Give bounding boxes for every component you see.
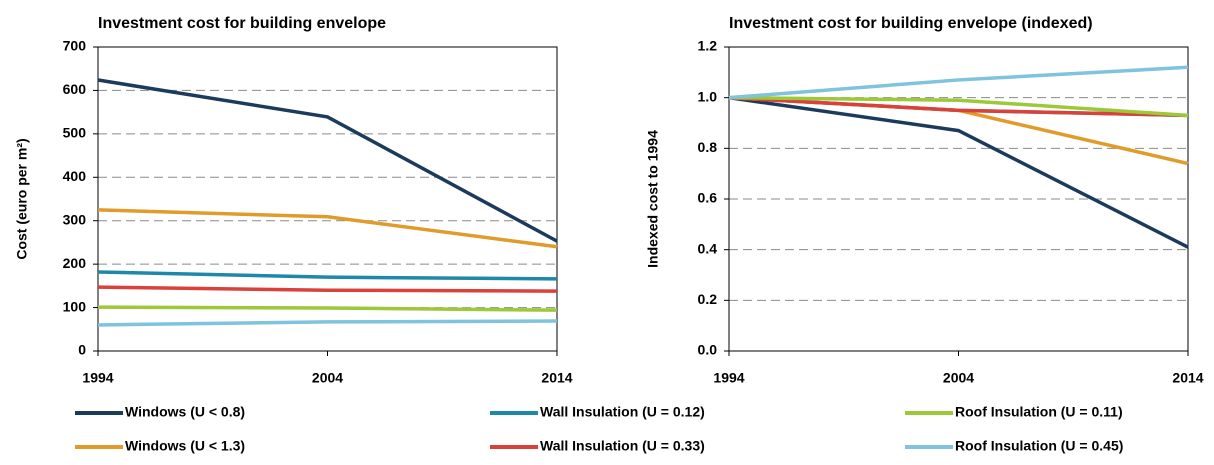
y-tick-label: 100	[63, 298, 87, 314]
series-line	[97, 319, 558, 327]
series-line	[97, 208, 558, 249]
legend-label: Windows (U < 1.3)	[125, 438, 245, 454]
y-tick-label: 0.6	[698, 190, 718, 206]
y-tick-label: 0.4	[698, 240, 718, 256]
y-tick-label: 1.2	[698, 38, 718, 54]
y-tick-label: 400	[63, 168, 87, 184]
y-axis-label: Indexed cost to 1994	[645, 130, 661, 268]
chart-title: Investment cost for building envelope	[98, 15, 386, 32]
y-tick-label: 300	[63, 211, 87, 227]
series-line	[728, 95, 1189, 249]
y-tick-label: 200	[63, 255, 87, 271]
chart-title: Investment cost for building envelope (i…	[729, 15, 1093, 32]
x-tick-label: 1994	[82, 370, 113, 386]
x-tick-label: 2004	[312, 370, 343, 386]
legend-label: Windows (U < 0.8)	[125, 404, 245, 420]
y-tick-label: 600	[63, 81, 87, 97]
y-tick-label: 0.8	[698, 139, 718, 155]
series-line	[97, 285, 558, 293]
y-tick-label: 0	[78, 342, 86, 358]
x-tick-label: 1994	[713, 370, 744, 386]
y-tick-label: 500	[63, 125, 87, 141]
x-tick-label: 2014	[1172, 370, 1203, 386]
x-tick-label: 2014	[541, 370, 572, 386]
y-tick-label: 0.2	[698, 291, 718, 307]
series-line	[728, 95, 1189, 118]
series-line	[97, 78, 558, 243]
series-line	[728, 95, 1189, 118]
x-tick-label: 2004	[943, 370, 974, 386]
series-line	[97, 270, 558, 281]
legend-label: Roof Insulation (U = 0.45)	[955, 438, 1123, 454]
legend-label: Roof Insulation (U = 0.11)	[955, 404, 1123, 420]
series-line	[728, 65, 1189, 100]
y-tick-label: 0.0	[698, 342, 718, 358]
y-tick-label: 1.0	[698, 88, 718, 104]
legend-label: Wall Insulation (U = 0.12)	[540, 404, 705, 420]
legend-label: Wall Insulation (U = 0.33)	[540, 438, 705, 454]
y-tick-label: 700	[63, 38, 87, 54]
series-line	[97, 305, 558, 312]
y-axis-label: Cost (euro per m²)	[14, 138, 30, 259]
